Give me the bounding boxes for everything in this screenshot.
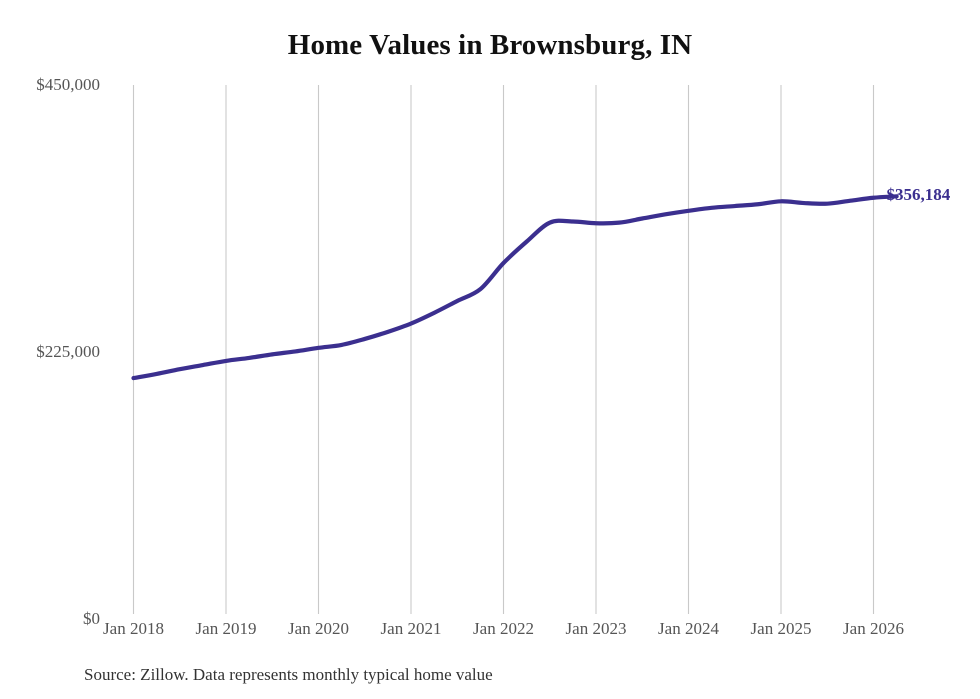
y-axis: $0 $225,000 $450,000	[10, 0, 100, 699]
x-tick-label: Jan 2025	[750, 619, 812, 638]
y-tick-label: $450,000	[36, 75, 100, 94]
series-line	[131, 194, 899, 381]
source-note: Source: Zillow. Data represents monthly …	[84, 665, 493, 684]
x-tick-label: Jan 2024	[658, 619, 719, 638]
gridlines	[132, 85, 875, 614]
x-tick-label: Jan 2026	[843, 619, 904, 638]
x-tick-label: Jan 2019	[195, 619, 257, 638]
x-tick-label: Jan 2022	[473, 619, 534, 638]
x-tick-label: Jan 2018	[103, 619, 164, 638]
y-tick-label: $225,000	[36, 342, 100, 361]
y-tick-label: $0	[83, 609, 100, 628]
series-line-group	[131, 194, 899, 381]
end-value-label: $356,184	[886, 185, 951, 205]
chart-title: Home Values in Brownsburg, IN	[287, 29, 693, 61]
x-tick-label: Jan 2023	[565, 619, 627, 638]
x-tick-label: Jan 2021	[380, 619, 442, 638]
x-tick-label: Jan 2020	[288, 619, 349, 638]
